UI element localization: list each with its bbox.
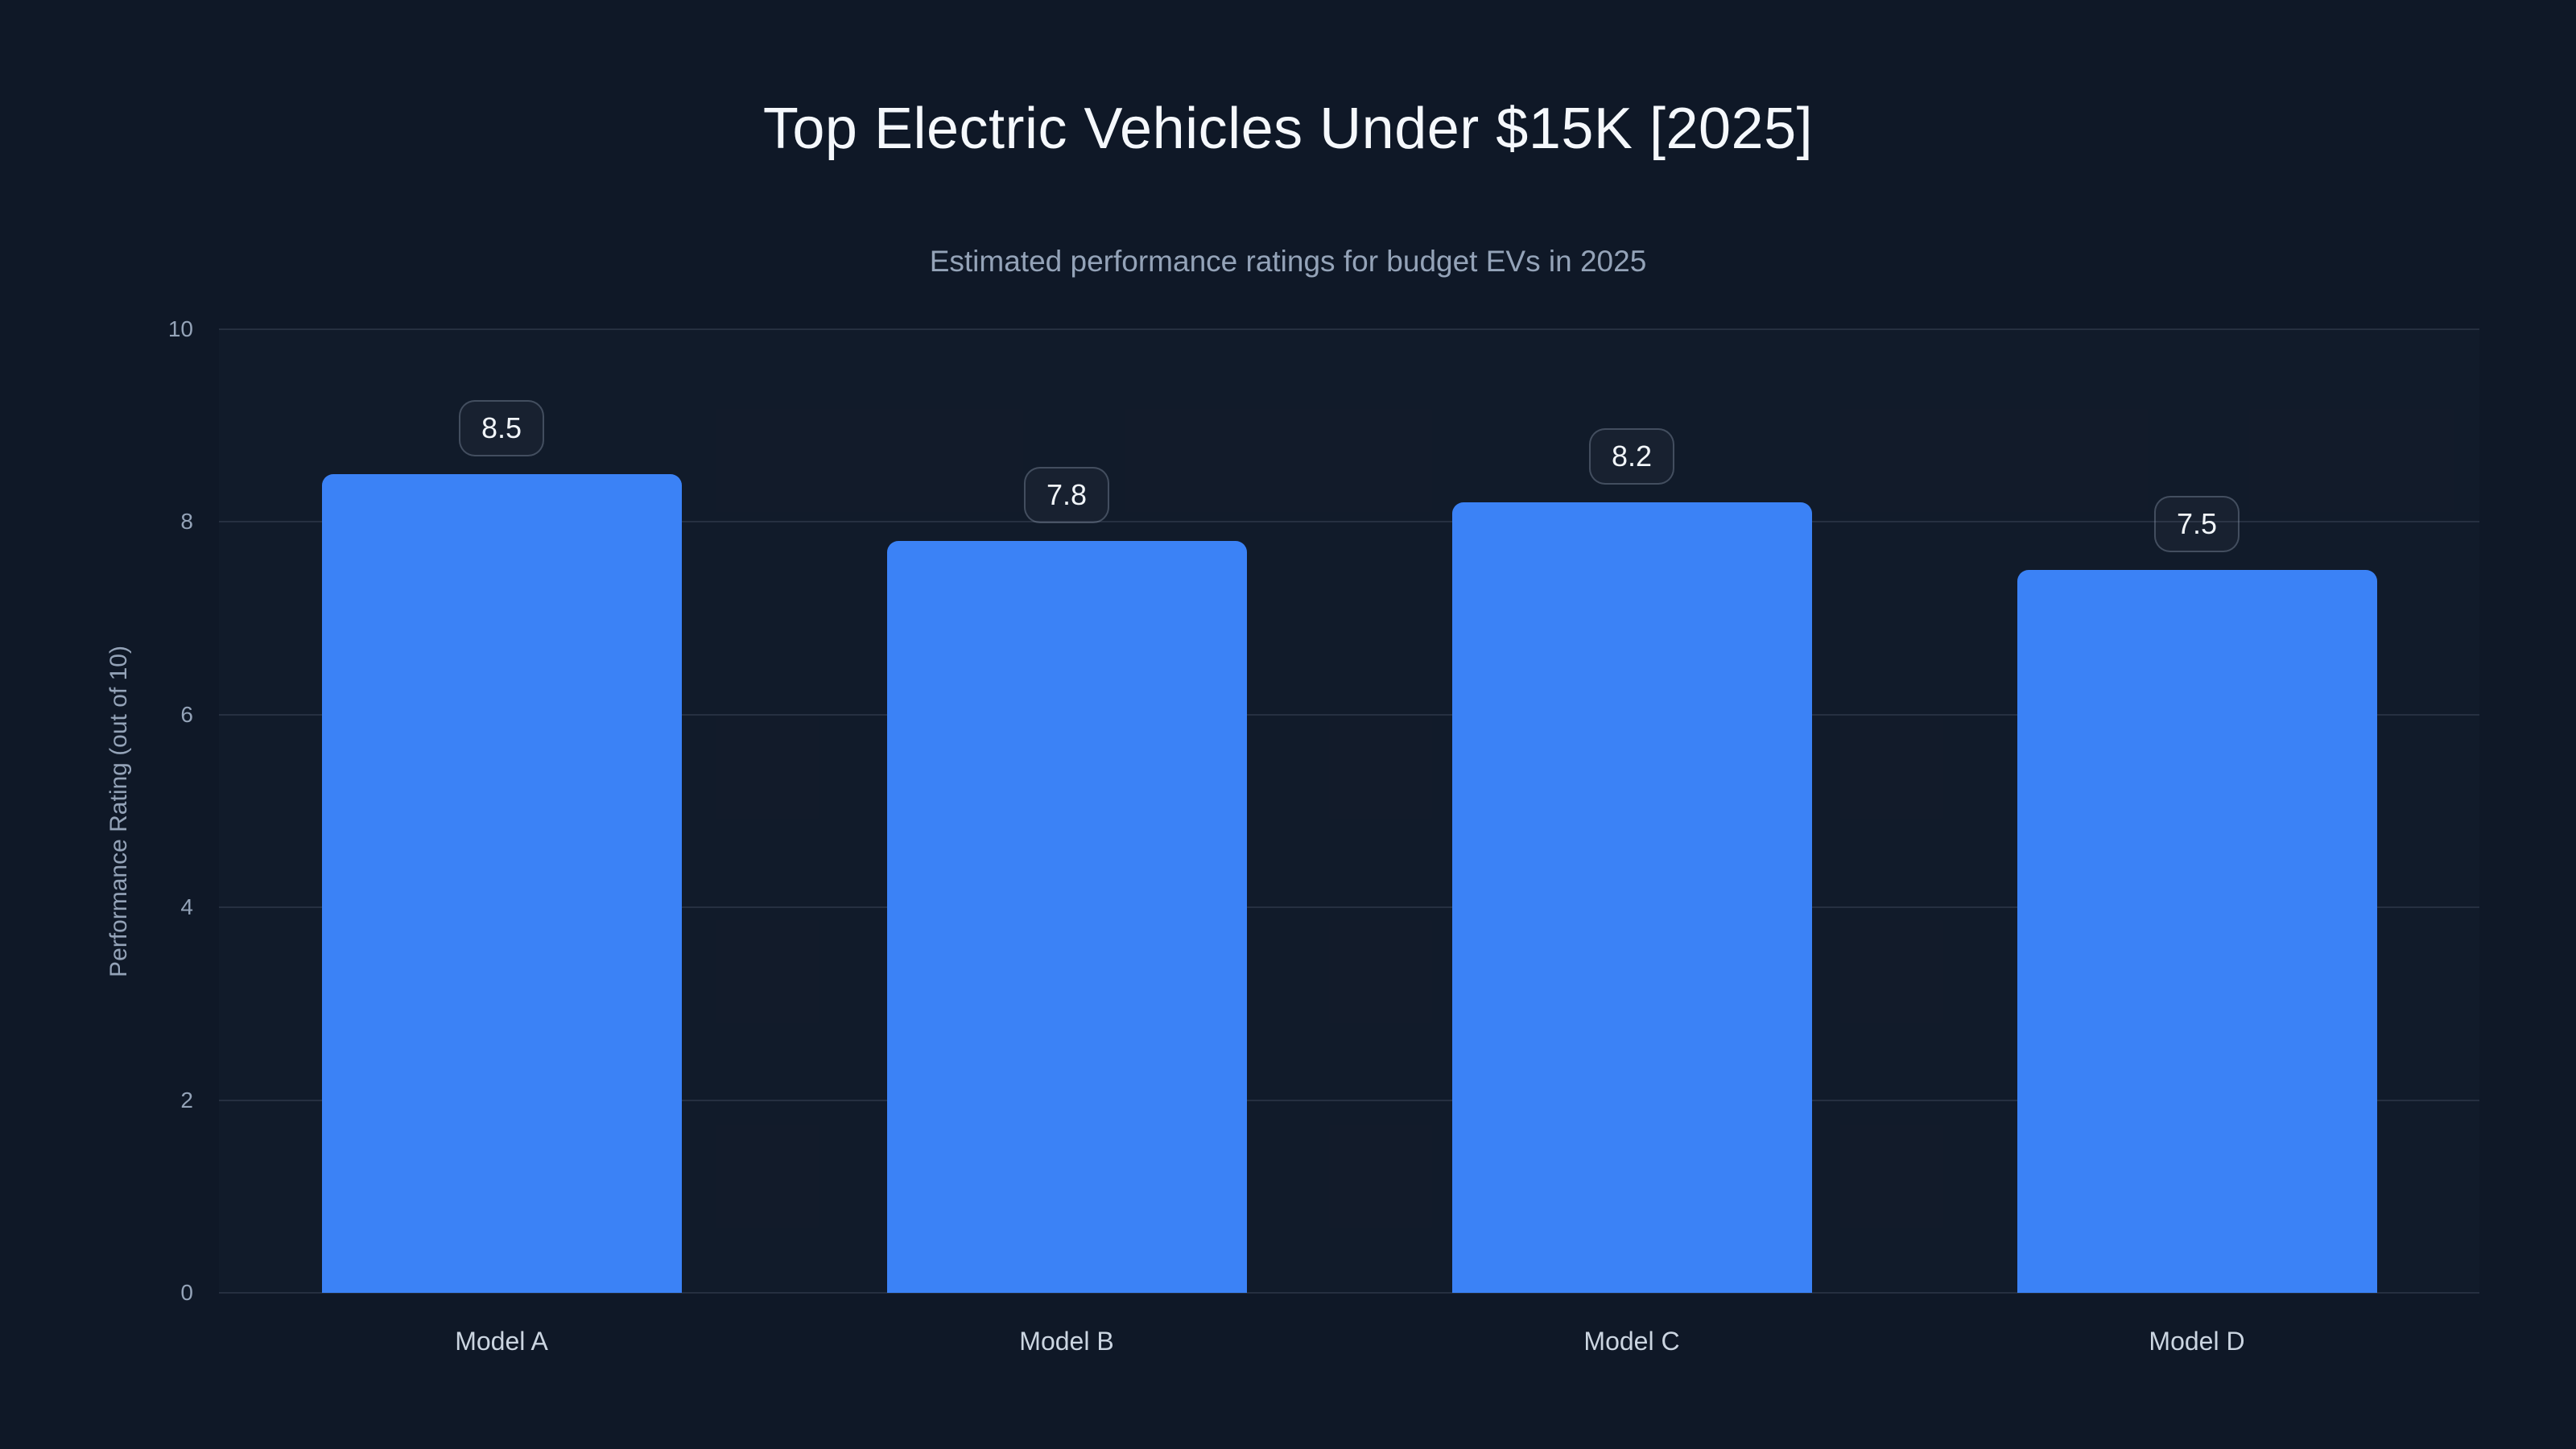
x-tick-label-model-b: Model B xyxy=(1019,1327,1114,1356)
chart-title: Top Electric Vehicles Under $15K [2025] xyxy=(762,97,1814,161)
y-tick-label-6: 6 xyxy=(180,701,193,727)
bar-group-model-b: 7.8 Model B xyxy=(784,329,1349,1354)
value-badge-model-b: 7.8 xyxy=(1023,467,1110,524)
y-tick-label-4: 4 xyxy=(180,894,193,920)
bar-model-b xyxy=(886,541,1247,1293)
bar-model-c xyxy=(1451,502,1812,1293)
y-tick-label-10: 10 xyxy=(167,316,193,341)
plot-area: 8.5 Model A 7.8 Model B 8.2 Model C 7.5 Model D xyxy=(219,328,2479,1354)
bar-group-model-c: 8.2 Model C xyxy=(1349,329,1914,1354)
value-badge-model-c: 8.2 xyxy=(1588,428,1675,485)
y-tick-label-2: 2 xyxy=(180,1087,193,1113)
gridline-y-10 xyxy=(219,328,2479,330)
gridline-y-4 xyxy=(219,906,2479,909)
gridline-y-2 xyxy=(219,1099,2479,1101)
x-tick-label-model-a: Model A xyxy=(455,1327,548,1356)
x-tick-label-model-d: Model D xyxy=(2149,1327,2245,1356)
bar-group-model-a: 8.5 Model A xyxy=(219,329,784,1354)
y-tick-label-8: 8 xyxy=(180,509,193,535)
value-badge-model-a: 8.5 xyxy=(458,399,545,456)
chart-subtitle: Estimated performance ratings for budget… xyxy=(929,245,1647,278)
bar-model-a xyxy=(321,473,682,1293)
x-tick-label-model-c: Model C xyxy=(1583,1327,1680,1356)
y-tick-label-0: 0 xyxy=(180,1280,193,1305)
gridline-y-0 xyxy=(219,1292,2479,1294)
gridline-y-8 xyxy=(219,521,2479,523)
y-axis-title: Performance Rating (out of 10) xyxy=(105,646,132,977)
bar-group-model-d: 7.5 Model D xyxy=(1914,329,2479,1354)
bar-model-d xyxy=(2017,570,2377,1293)
gridline-y-6 xyxy=(219,713,2479,716)
value-badge-model-d: 7.5 xyxy=(2153,496,2240,553)
